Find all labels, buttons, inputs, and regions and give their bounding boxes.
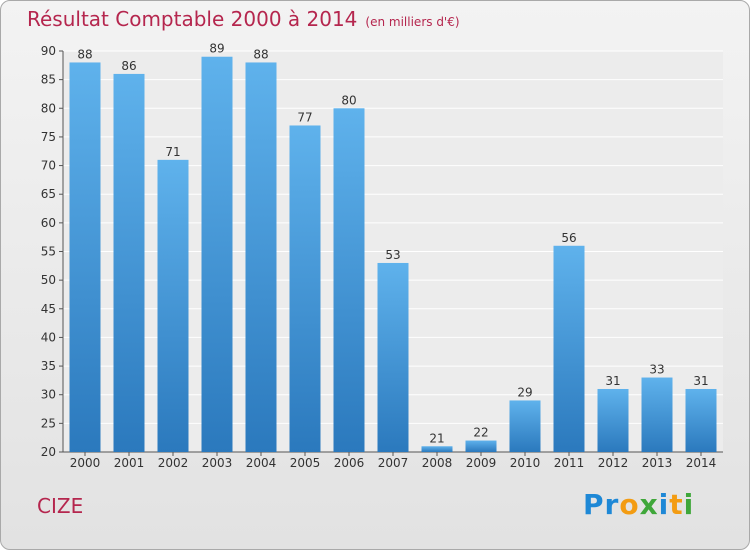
bar-2004 (245, 62, 277, 452)
x-tick-label-2003: 2003 (202, 456, 233, 470)
y-tick-label: 25 (41, 416, 56, 430)
bar-2001 (113, 73, 145, 453)
x-tick-label-2013: 2013 (642, 456, 673, 470)
y-tick-label: 40 (41, 330, 56, 344)
bar-2005 (289, 125, 321, 452)
bar-2002 (157, 159, 189, 453)
data-label-2002: 71 (165, 145, 180, 159)
bar-2012 (597, 388, 629, 452)
data-label-2004: 88 (253, 47, 268, 61)
x-tick-label-2002: 2002 (158, 456, 189, 470)
x-tick-label-2005: 2005 (290, 456, 321, 470)
y-tick-label: 35 (41, 359, 56, 373)
data-label-2010: 29 (517, 385, 532, 399)
data-label-2001: 86 (121, 59, 136, 73)
bar-2013 (641, 377, 673, 452)
x-tick-label-2001: 2001 (114, 456, 145, 470)
data-label-2014: 31 (693, 374, 708, 388)
bar-2000 (69, 62, 101, 452)
y-tick-label: 75 (41, 130, 56, 144)
bar-2010 (509, 400, 541, 452)
bar-2014 (685, 388, 717, 452)
y-tick-label: 60 (41, 216, 56, 230)
bar-2009 (465, 440, 497, 452)
x-tick-label-2014: 2014 (686, 456, 717, 470)
data-label-2011: 56 (561, 231, 576, 245)
y-tick-label: 65 (41, 187, 56, 201)
x-tick-label-2008: 2008 (422, 456, 453, 470)
proxiti-logo: Proxiti (583, 488, 695, 521)
y-tick-label: 45 (41, 302, 56, 316)
data-label-2007: 53 (385, 248, 400, 262)
chart-title: Résultat Comptable 2000 à 2014 (en millie… (27, 7, 460, 31)
x-tick-label-2007: 2007 (378, 456, 409, 470)
bar-2008 (421, 446, 453, 452)
y-tick-label: 90 (41, 44, 56, 58)
y-tick-label: 85 (41, 73, 56, 87)
data-label-2000: 88 (77, 47, 92, 61)
data-label-2006: 80 (341, 93, 356, 107)
x-tick-label-2012: 2012 (598, 456, 629, 470)
y-tick-label: 55 (41, 245, 56, 259)
commune-name: CIZE (37, 494, 84, 518)
data-label-2013: 33 (649, 363, 664, 377)
data-label-2003: 89 (209, 42, 224, 56)
y-tick-label: 30 (41, 388, 56, 402)
y-tick-label: 50 (41, 273, 56, 287)
bar-2011 (553, 245, 585, 452)
chart-unit: (en milliers d'€) (365, 15, 460, 29)
x-tick-label-2010: 2010 (510, 456, 541, 470)
bar-2003 (201, 56, 233, 452)
data-label-2012: 31 (605, 374, 620, 388)
bar-2006 (333, 108, 365, 453)
x-tick-label-2000: 2000 (70, 456, 101, 470)
chart-title-text: Résultat Comptable 2000 à 2014 (27, 7, 358, 31)
data-label-2008: 21 (429, 431, 444, 445)
y-tick-label: 80 (41, 101, 56, 115)
data-label-2009: 22 (473, 426, 488, 440)
x-tick-label-2009: 2009 (466, 456, 497, 470)
y-tick-label: 70 (41, 159, 56, 173)
y-tick-label: 20 (41, 445, 56, 459)
x-tick-label-2004: 2004 (246, 456, 277, 470)
bar-2007 (377, 262, 409, 452)
x-tick-label-2011: 2011 (554, 456, 585, 470)
data-label-2005: 77 (297, 110, 312, 124)
x-tick-label-2006: 2006 (334, 456, 365, 470)
